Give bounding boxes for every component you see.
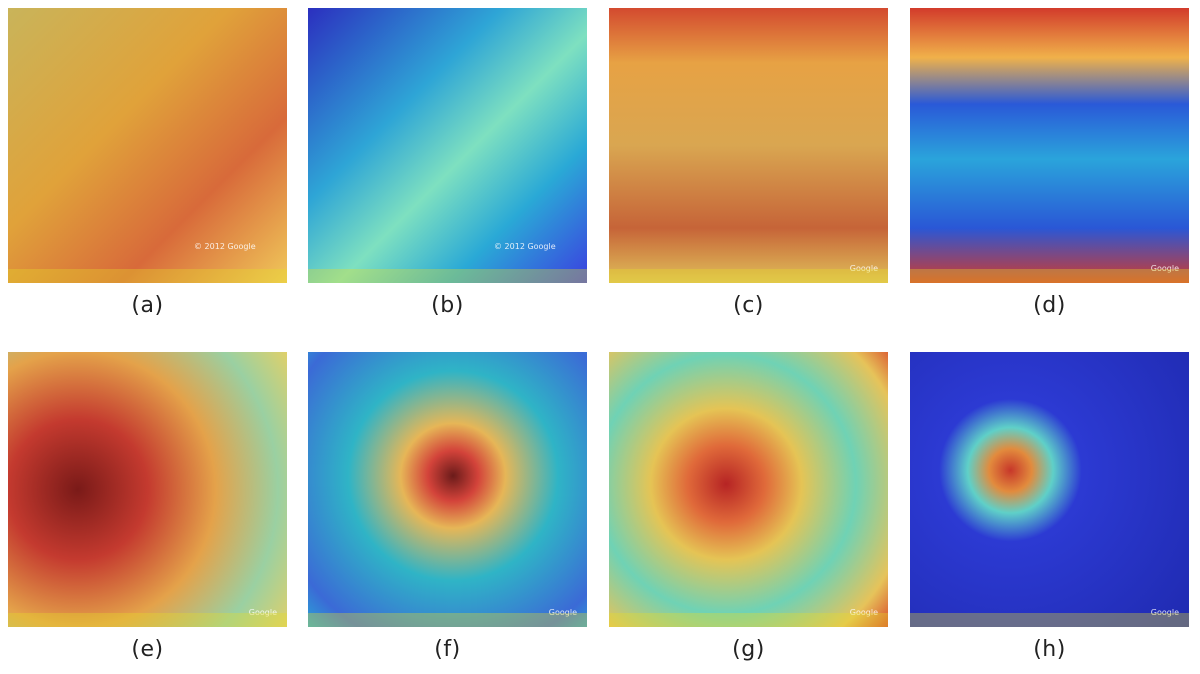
caption-c: (c) bbox=[733, 293, 764, 318]
caption-f: (f) bbox=[434, 637, 461, 662]
heatmap-image-b: © 2012 Google bbox=[308, 8, 587, 283]
heatmap-image-c: Google bbox=[609, 8, 888, 283]
google-watermark: Google bbox=[1150, 264, 1179, 273]
image-footer-bar bbox=[609, 613, 888, 627]
google-watermark: © 2012 Google bbox=[494, 242, 556, 251]
image-footer-bar bbox=[8, 269, 287, 283]
heatmap-image-f: Google bbox=[308, 352, 587, 627]
caption-e: (e) bbox=[131, 637, 164, 662]
heatmap-image-a: © 2012 Google bbox=[8, 8, 287, 283]
google-watermark: Google bbox=[1150, 608, 1179, 617]
heatmap-image-g: Google bbox=[609, 352, 888, 627]
heatmap-image-e: Google bbox=[8, 352, 287, 627]
caption-b: (b) bbox=[431, 293, 464, 318]
image-footer-bar bbox=[8, 613, 287, 627]
caption-d: (d) bbox=[1033, 293, 1066, 318]
image-footer-bar bbox=[910, 269, 1189, 283]
caption-a: (a) bbox=[131, 293, 164, 318]
heatmap-image-d: Google bbox=[910, 8, 1189, 283]
google-watermark: Google bbox=[849, 264, 878, 273]
caption-h: (h) bbox=[1033, 637, 1066, 662]
caption-g: (g) bbox=[732, 637, 765, 662]
google-watermark: Google bbox=[548, 608, 577, 617]
heatmap-image-h: Google bbox=[910, 352, 1189, 627]
google-watermark: Google bbox=[849, 608, 878, 617]
image-footer-bar bbox=[609, 269, 888, 283]
image-footer-bar bbox=[308, 269, 587, 283]
image-footer-bar bbox=[910, 613, 1189, 627]
google-watermark: © 2012 Google bbox=[194, 242, 256, 251]
image-footer-bar bbox=[308, 613, 587, 627]
google-watermark: Google bbox=[248, 608, 277, 617]
